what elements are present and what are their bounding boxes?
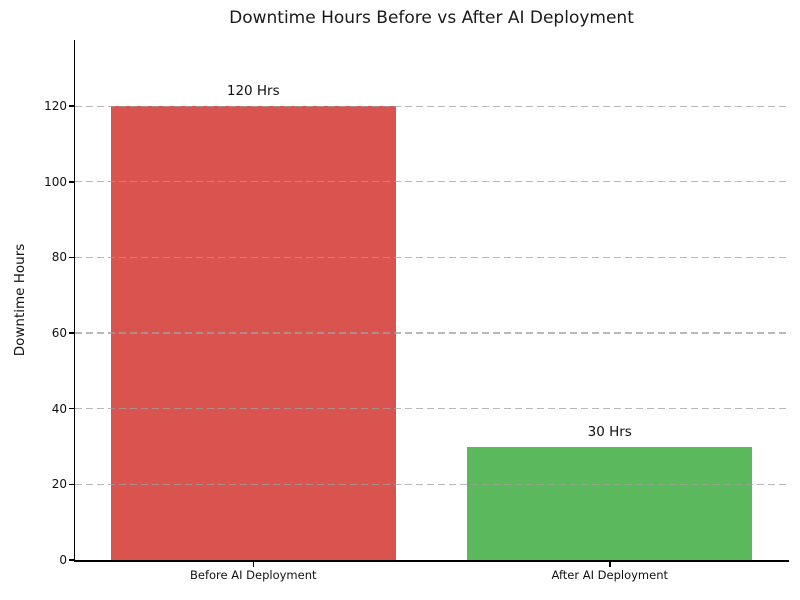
- y-tick-label: 120: [44, 99, 67, 114]
- y-tick: [68, 483, 74, 486]
- y-tick: [68, 332, 74, 334]
- chart-title: Downtime Hours Before vs After AI Deploy…: [229, 8, 634, 28]
- y-tick-label: 60: [51, 326, 67, 341]
- y-axis-spine: [73, 40, 75, 562]
- bar-value-label: 120 Hrs: [226, 83, 280, 100]
- gridline: [75, 332, 788, 334]
- x-axis-spine: [73, 560, 789, 562]
- y-tick-label: 80: [51, 250, 67, 265]
- y-tick-label: 40: [51, 401, 67, 416]
- gridline: [75, 256, 788, 259]
- gridline: [75, 483, 788, 485]
- gridline: [75, 181, 788, 183]
- y-tick: [68, 256, 74, 259]
- y-tick: [68, 559, 74, 561]
- x-tick-label: Before AI Deployment: [189, 568, 317, 582]
- x-tick: [252, 561, 254, 567]
- y-tick-label: 100: [44, 174, 67, 189]
- y-tick: [68, 105, 74, 107]
- y-tick-label: 0: [59, 553, 67, 567]
- x-tick: [609, 561, 611, 567]
- y-tick-label: 20: [51, 477, 67, 492]
- bar: [467, 446, 753, 560]
- gridline: [75, 408, 788, 410]
- y-tick: [68, 181, 74, 183]
- y-tick: [68, 407, 74, 410]
- x-tick-label: After AI Deployment: [551, 568, 669, 582]
- gridline: [75, 105, 788, 107]
- bar-value-label: 30 Hrs: [587, 423, 632, 440]
